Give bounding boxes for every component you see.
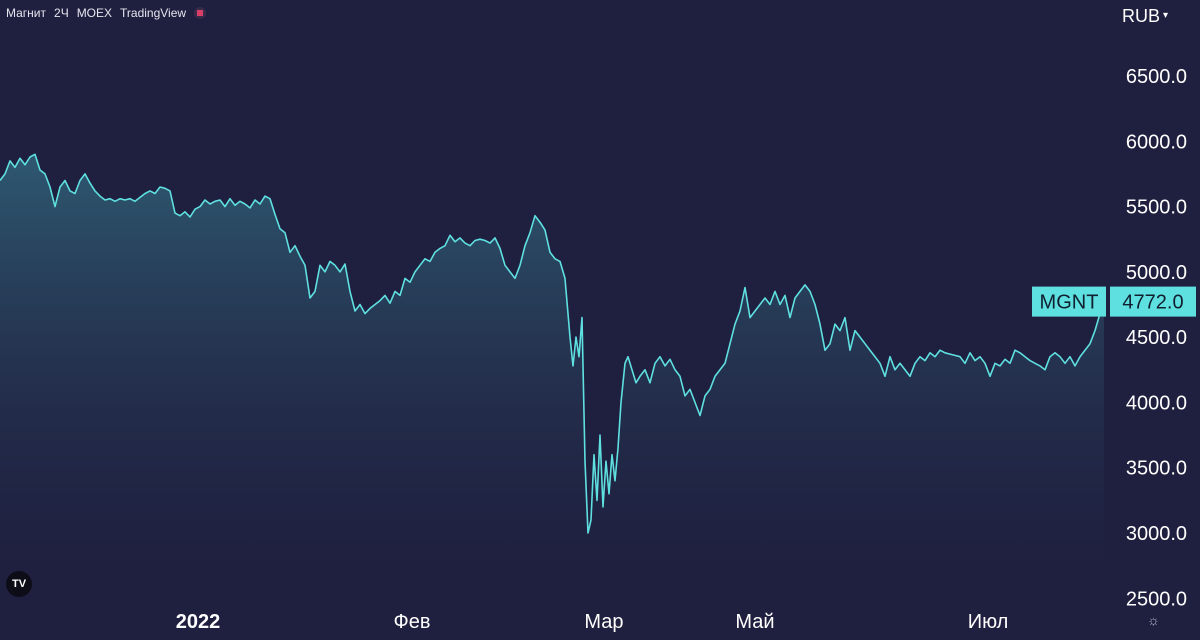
last-value-label-bg [1110, 286, 1196, 317]
x-tick-label: Мар [584, 611, 623, 633]
plot-area: MGNT [0, 153, 1106, 601]
y-tick-label: 5500.0 [1126, 197, 1187, 219]
x-axis[interactable]: 2022 Фев Мар Май Июл [176, 611, 1009, 633]
y-tick-label: 3000.0 [1126, 523, 1187, 545]
legend-symbol: Магнит [6, 6, 47, 20]
x-tick-label: Июл [968, 611, 1009, 633]
legend-exchange: MOEX [76, 6, 113, 20]
series-line-mgnt[interactable] [0, 153, 1105, 534]
y-tick-label: 6000.0 [1126, 131, 1187, 153]
sun-settings-icon[interactable]: ☼ [1147, 612, 1160, 628]
chevron-down-icon[interactable]: ▾ [1162, 10, 1168, 21]
y-axis[interactable]: 2500.0 3000.0 3500.0 4000.0 4500.0 5000.0 5500… [1110, 66, 1196, 610]
series-area-fill [0, 154, 1104, 601]
y-tick-label: 3500.0 [1126, 458, 1187, 480]
series-legend[interactable]: Магнит 2Ч MOEX TradingView [6, 6, 207, 20]
y-tick-label: 5000.0 [1126, 262, 1187, 284]
menu-dot-icon[interactable] [194, 7, 207, 19]
y-tick-label: 2500.0 [1126, 588, 1187, 610]
x-tick-label: Май [735, 611, 774, 633]
last-value-label: 4772.0 [1122, 292, 1183, 314]
currency-selector[interactable]: RUB [1121, 6, 1160, 26]
y-tick-label: 6500.0 [1126, 66, 1187, 88]
series-name-label-bg [1032, 286, 1106, 317]
y-tick-label: 4000.0 [1126, 392, 1187, 414]
tradingview-logo-icon[interactable]: TV [6, 571, 32, 597]
series-name-label: MGNT [1040, 292, 1099, 314]
legend-interval: 2Ч [54, 6, 69, 20]
legend-source: TradingView [120, 6, 187, 20]
y-tick-label: 4500.0 [1126, 327, 1187, 349]
x-tick-label: 2022 [176, 611, 221, 633]
x-tick-label: Фев [394, 611, 431, 633]
